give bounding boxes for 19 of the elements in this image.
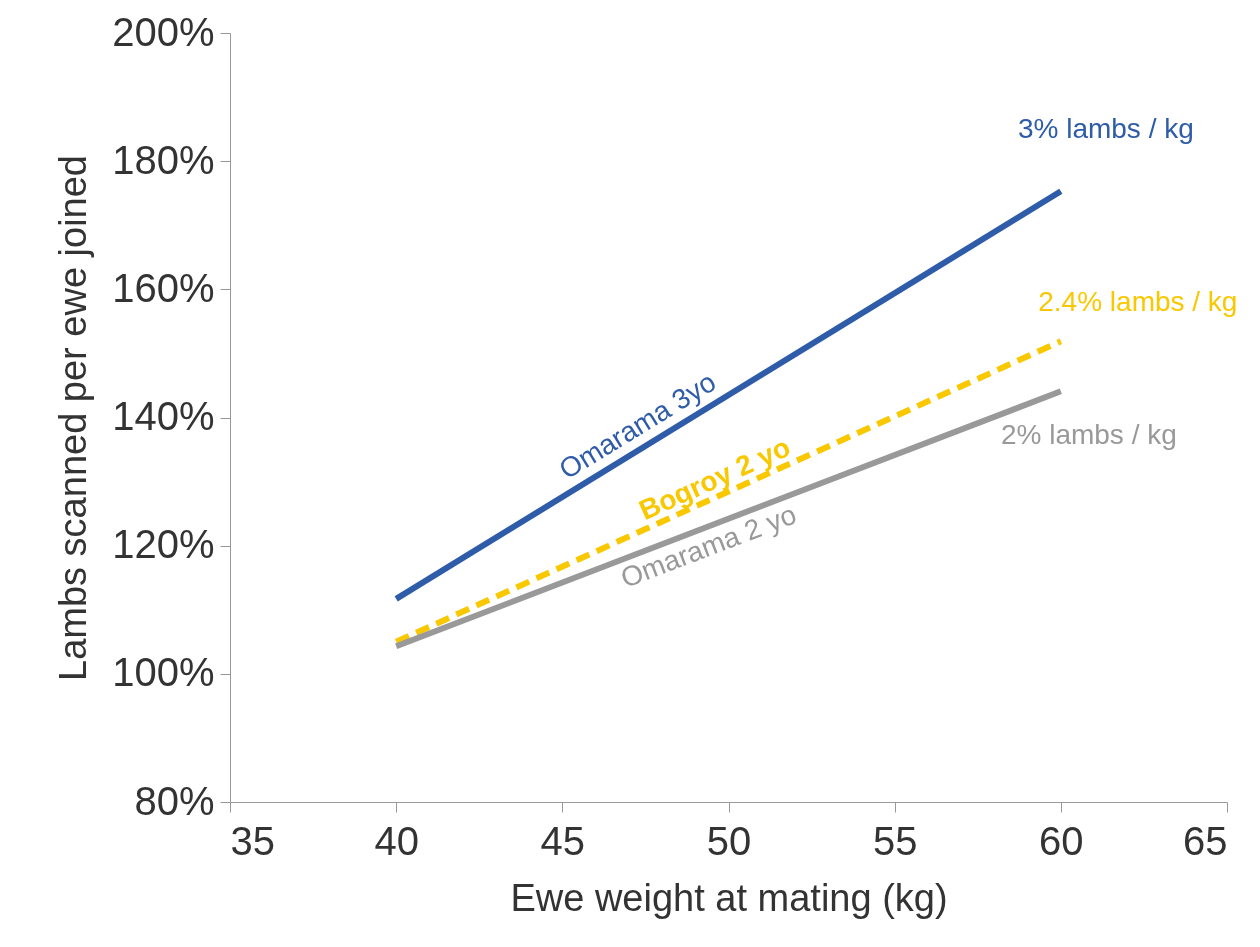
y-tick-label: 140% xyxy=(112,394,215,438)
x-tick-label: 60 xyxy=(1039,818,1084,863)
y-axis-title: Lambs scanned per ewe joined xyxy=(52,154,95,682)
x-tick-label: 55 xyxy=(872,818,918,863)
x-tick-label: 45 xyxy=(540,818,586,863)
x-tick-label: 40 xyxy=(374,818,419,863)
y-tick-label: 120% xyxy=(112,522,215,567)
y-tick-label: 100% xyxy=(112,650,215,695)
y-tick-label: 80% xyxy=(134,778,215,823)
annotation: 3% lambs / kg xyxy=(1017,113,1194,145)
annotation: 2.4% lambs / kg xyxy=(1038,286,1238,318)
annotation: 2% lambs / kg xyxy=(1000,419,1177,451)
y-tick-label: 180% xyxy=(112,137,215,182)
y-tick-label: 200% xyxy=(112,9,215,54)
x-tick-label: 65 xyxy=(1183,818,1228,863)
x-tick-label: 35 xyxy=(230,818,275,863)
y-tick-label: 160% xyxy=(112,265,215,310)
x-axis-title: Ewe weight at mating (kg) xyxy=(510,876,948,919)
x-tick-label: 50 xyxy=(706,818,752,863)
